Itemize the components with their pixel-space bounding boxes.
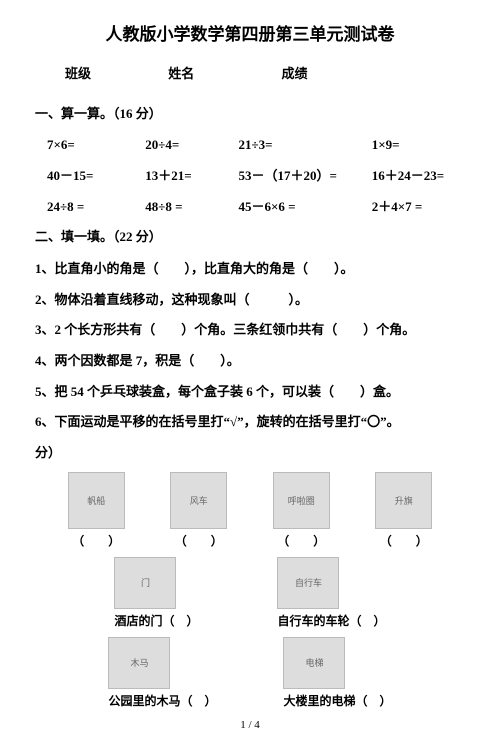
page-title: 人教版小学数学第四册第三单元测试卷	[35, 20, 465, 45]
bicycle-icon: 自行车	[277, 557, 339, 609]
calc-row-1: 7×6= 20÷4= 21÷3= 1×9=	[35, 133, 465, 158]
image-row-3: 木马 公园里的木马（ ） 电梯 大楼里的电梯（ ）	[35, 637, 465, 709]
door-icon: 门	[114, 557, 176, 609]
score-label: 成绩	[282, 63, 308, 82]
img-windmill: 风车 （ ）	[170, 472, 227, 549]
fill-q1: 1、比直角小的角是（ ），比直角大的角是（ ）。	[35, 257, 465, 282]
image-row-2: 门 酒店的门（ ） 自行车 自行车的车轮（ ）	[35, 557, 465, 629]
calc-3d: 2＋4×7 =	[372, 195, 423, 220]
section-2-heading: 二、填一填。（22 分）	[35, 225, 465, 248]
fill-q4: 4、两个因数都是 7，积是（ ）。	[35, 349, 465, 374]
paren-1b: （ ）	[170, 532, 227, 549]
boat-icon: 帆船	[68, 472, 125, 529]
img-flag: 升旗 （ ）	[375, 472, 432, 549]
image-row-1: 帆船 （ ） 风车 （ ） 呼啦圈 （ ） 升旗 （ ）	[35, 472, 465, 549]
caption-door: 酒店的门（ ）	[114, 612, 198, 629]
hulahoop-icon: 呼啦圈	[273, 472, 330, 529]
calc-1c: 21÷3=	[239, 133, 369, 158]
calc-2d: 16＋24－23=	[372, 164, 444, 189]
windmill-icon: 风车	[170, 472, 227, 529]
carousel-icon: 木马	[108, 637, 170, 689]
fill-q6-line1: 6、下面运动是平移的在括号里打“√”，旋转的在括号里打“〇”。	[35, 410, 465, 435]
calc-3a: 24÷8 =	[47, 195, 142, 220]
calc-2a: 40－15=	[47, 164, 142, 189]
calc-2b: 13＋21=	[145, 164, 235, 189]
paren-1c: （ ）	[273, 532, 330, 549]
calc-3b: 48÷8 =	[145, 195, 235, 220]
info-row: 班级 姓名 成绩	[35, 63, 465, 82]
img-door: 门 酒店的门（ ）	[114, 557, 198, 629]
paren-1a: （ ）	[68, 532, 125, 549]
calc-2c: 53－（17＋20）=	[239, 164, 369, 189]
fill-q5: 5、把 54 个乒乓球装盒，每个盒子装 6 个，可以装（ ）盒。	[35, 380, 465, 405]
class-label: 班级	[65, 63, 165, 82]
fill-q6-line2: 分）	[35, 441, 465, 466]
name-label: 姓名	[168, 63, 278, 82]
calc-3c: 45－6×6 =	[239, 195, 369, 220]
paren-1d: （ ）	[375, 532, 432, 549]
img-boat: 帆船 （ ）	[68, 472, 125, 549]
img-bicycle: 自行车 自行车的车轮（ ）	[277, 557, 385, 629]
calc-row-3: 24÷8 = 48÷8 = 45－6×6 = 2＋4×7 =	[35, 195, 465, 220]
img-hulahoop: 呼啦圈 （ ）	[273, 472, 330, 549]
page-number: 1 / 4	[35, 719, 465, 731]
fill-q2: 2、物体沿着直线移动，这种现象叫（ ）。	[35, 288, 465, 313]
elevator-icon: 电梯	[283, 637, 345, 689]
calc-1a: 7×6=	[47, 133, 142, 158]
flag-icon: 升旗	[375, 472, 432, 529]
caption-bicycle: 自行车的车轮（ ）	[277, 612, 385, 629]
caption-carousel: 公园里的木马（ ）	[108, 692, 216, 709]
fill-q3: 3、2 个长方形共有（ ）个角。三条红领巾共有（ ）个角。	[35, 318, 465, 343]
calc-1b: 20÷4=	[145, 133, 235, 158]
caption-elevator: 大楼里的电梯（ ）	[283, 692, 391, 709]
calc-row-2: 40－15= 13＋21= 53－（17＋20）= 16＋24－23=	[35, 164, 465, 189]
calc-1d: 1×9=	[372, 133, 400, 158]
img-carousel: 木马 公园里的木马（ ）	[108, 637, 216, 709]
section-1-heading: 一、算一算。（16 分）	[35, 102, 465, 125]
img-elevator: 电梯 大楼里的电梯（ ）	[283, 637, 391, 709]
